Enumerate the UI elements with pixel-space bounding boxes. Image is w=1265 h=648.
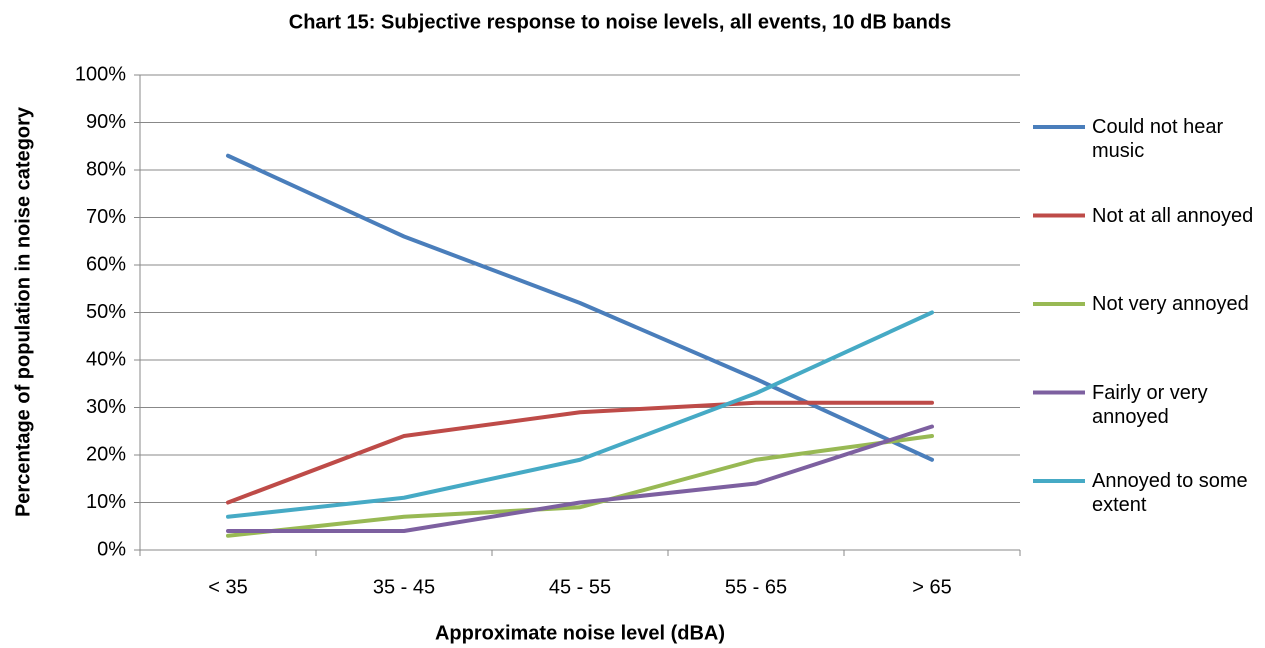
y-axis-title: Percentage of population in noise catego…: [12, 106, 34, 517]
y-tick-label: 60%: [86, 253, 126, 275]
x-tick-label: > 65: [912, 576, 951, 598]
x-axis-title: Approximate noise level (dBA): [435, 622, 725, 644]
legend-label: Annoyed to some extent: [1092, 470, 1248, 516]
x-tick-label: < 35: [208, 576, 247, 598]
y-tick-label: 20%: [86, 443, 126, 465]
series-line: [226, 434, 934, 538]
y-tick-label: 100%: [75, 63, 126, 85]
legend-label: Fairly or very annoyed: [1092, 381, 1208, 428]
legend-label: Not at all annoyed: [1092, 204, 1254, 227]
series-line: [226, 424, 934, 533]
series-line: [226, 153, 934, 462]
x-tick-label: 35 - 45: [373, 576, 435, 598]
x-tick-label: 45 - 55: [549, 576, 611, 598]
y-tick-label: 30%: [86, 396, 126, 418]
y-tick-label: 0%: [97, 538, 126, 560]
legend-label: Could not hear music: [1092, 116, 1224, 162]
legend-label: Not very annoyed: [1092, 293, 1249, 315]
x-tick-label: 55 - 65: [725, 576, 787, 598]
y-tick-label: 50%: [86, 301, 126, 323]
y-tick-label: 70%: [86, 206, 126, 228]
series-line: [226, 310, 934, 519]
y-tick-label: 80%: [86, 158, 126, 180]
y-tick-label: 90%: [86, 111, 126, 133]
y-tick-label: 40%: [86, 348, 126, 370]
chart-title: Chart 15: Subjective response to noise l…: [289, 11, 951, 33]
y-tick-label: 10%: [86, 491, 126, 513]
series-line: [226, 400, 934, 505]
